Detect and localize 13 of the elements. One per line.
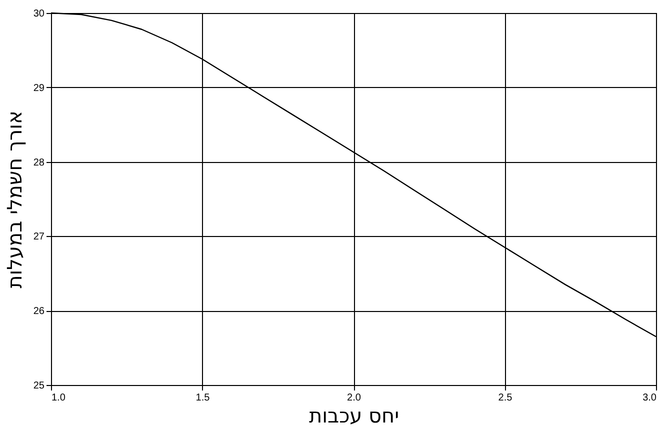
y-tick-label: 25 bbox=[33, 380, 45, 392]
y-tick-label: 28 bbox=[33, 157, 45, 168]
x-tick-label: 3.0 bbox=[642, 392, 657, 404]
y-tick-label: 30 bbox=[33, 8, 45, 20]
x-tick-label: 2.5 bbox=[498, 392, 513, 404]
y-tick-label: 29 bbox=[33, 82, 45, 94]
x-tick-label: 1.0 bbox=[52, 392, 66, 404]
y-axis-title: אורך חשמלי במעלות bbox=[2, 110, 26, 288]
x-tick-label: 2.0 bbox=[347, 392, 362, 404]
y-tick-label: 26 bbox=[33, 306, 45, 318]
x-tick-label: 1.5 bbox=[196, 392, 210, 404]
y-tick-label: 27 bbox=[33, 232, 45, 243]
x-axis-title: יחס עכבות bbox=[308, 404, 400, 428]
